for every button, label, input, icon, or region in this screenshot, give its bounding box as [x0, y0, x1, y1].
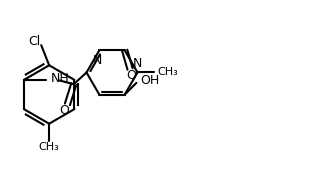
Text: N: N [133, 57, 142, 70]
Text: O: O [126, 69, 136, 82]
Text: NH: NH [51, 72, 70, 85]
Text: N: N [93, 54, 102, 67]
Text: CH₃: CH₃ [157, 67, 178, 77]
Text: O: O [59, 104, 69, 117]
Text: CH₃: CH₃ [39, 142, 59, 152]
Text: Cl: Cl [28, 35, 40, 48]
Text: OH: OH [140, 74, 159, 87]
